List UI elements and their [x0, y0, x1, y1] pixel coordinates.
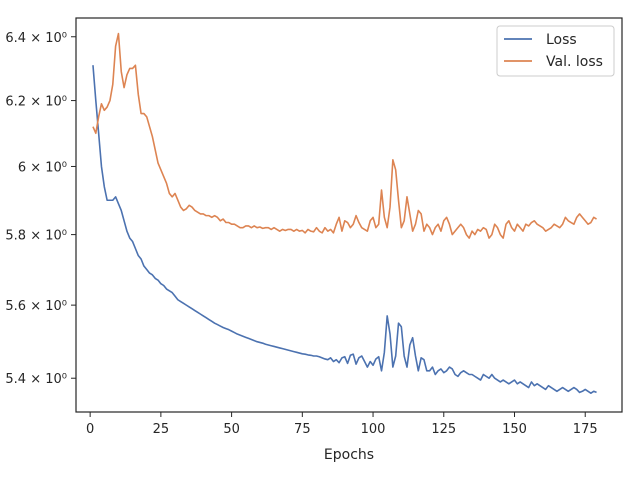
x-tick-label: 75: [294, 422, 311, 437]
series-line-0: [92, 65, 597, 394]
x-axis: 0 25 50 75 100 125 150 175: [86, 412, 598, 437]
x-axis-label: Epochs: [324, 447, 374, 463]
y-tick-label: 6.4 × 10⁰: [5, 31, 67, 46]
y-tick-label: 5.4 × 10⁰: [5, 372, 67, 387]
legend: Loss Val. loss: [496, 25, 615, 77]
x-tick-label: 25: [153, 422, 170, 437]
y-axis: 5.4 × 10⁰ 5.6 × 10⁰ 5.8 × 10⁰ 6 × 10⁰ 6.2 × …: [5, 31, 76, 387]
legend-label-1: Val. loss: [546, 54, 603, 70]
y-tick-label: 6 × 10⁰: [18, 160, 67, 175]
x-tick-label: 100: [361, 422, 386, 437]
y-tick-label: 6.2 × 10⁰: [5, 95, 67, 110]
x-tick-label: 0: [86, 422, 94, 437]
x-tick-label: 50: [223, 422, 240, 437]
plot-frame: [75, 17, 623, 413]
plot-area: [76, 18, 622, 412]
y-tick-label: 5.8 × 10⁰: [5, 229, 67, 244]
series-line-1: [92, 32, 597, 239]
series-layer: [92, 32, 597, 394]
x-tick-label: 125: [431, 422, 456, 437]
x-tick-label: 150: [502, 422, 527, 437]
legend-label-0: Loss: [546, 32, 577, 48]
x-tick-label: 175: [573, 422, 598, 437]
y-tick-label: 5.6 × 10⁰: [5, 299, 67, 314]
